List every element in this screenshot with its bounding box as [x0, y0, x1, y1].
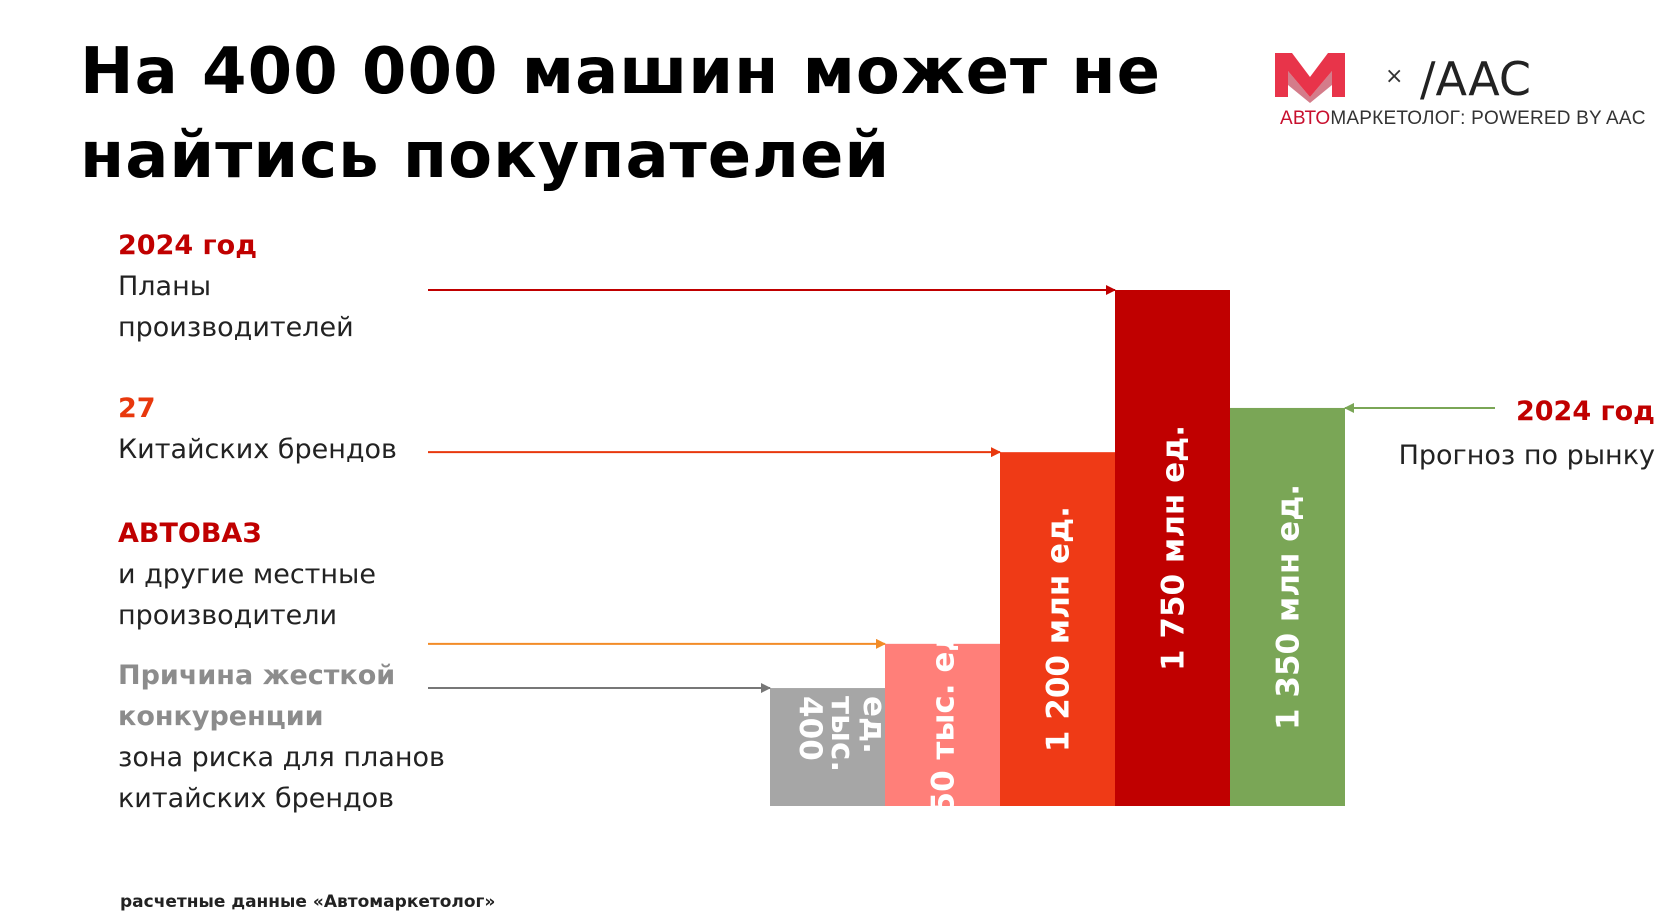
bar-label-4: 1 350 млн ед.	[1271, 484, 1307, 730]
label-market-forecast: 2024 год Прогноз по рынку	[1398, 396, 1655, 471]
brand-logo: × /AAC	[1270, 45, 1650, 135]
bar-3	[1115, 290, 1230, 806]
label-manufacturer-plans: 2024 год Планы производителей	[118, 230, 354, 343]
bar-4	[1230, 407, 1345, 806]
title-line-2: найтись покупателей	[80, 119, 891, 193]
bar-label-3: 1 750 млн ед.	[1156, 425, 1192, 671]
footnote: расчетные данные «Автомаркетолог»	[120, 892, 496, 912]
label-competition: Причина жесткой конкуренции зона риска д…	[118, 660, 445, 814]
logo-subtitle: АВТОМАРКЕТОЛОГ: POWERED BY AAC	[1280, 108, 1646, 129]
bar-label-0-part-0: 400	[792, 696, 828, 761]
bar-label-1: 550 тыс. ед.	[926, 615, 962, 835]
bar-label-2: 1 200 млн ед.	[1041, 506, 1077, 752]
logo-partner: /AAC	[1420, 52, 1531, 105]
page-title: На 400 000 машин может не найтись покупа…	[80, 30, 1180, 198]
logo-separator: ×	[1385, 64, 1403, 89]
bar-label-0-part-2: ед.	[856, 696, 892, 754]
label-chinese-brands: 27 Китайских брендов	[118, 393, 397, 465]
title-line-1: На 400 000 машин может не	[80, 35, 1161, 109]
bar-0	[770, 688, 885, 806]
bar-label-0-part-1: тыс.	[824, 696, 860, 772]
logo-mark-icon: × /AAC	[1275, 52, 1531, 106]
label-avtovaz: АВТОВАЗ и другие местные производители	[118, 518, 376, 631]
bar-1	[885, 643, 1000, 806]
bar-2	[1000, 452, 1115, 806]
